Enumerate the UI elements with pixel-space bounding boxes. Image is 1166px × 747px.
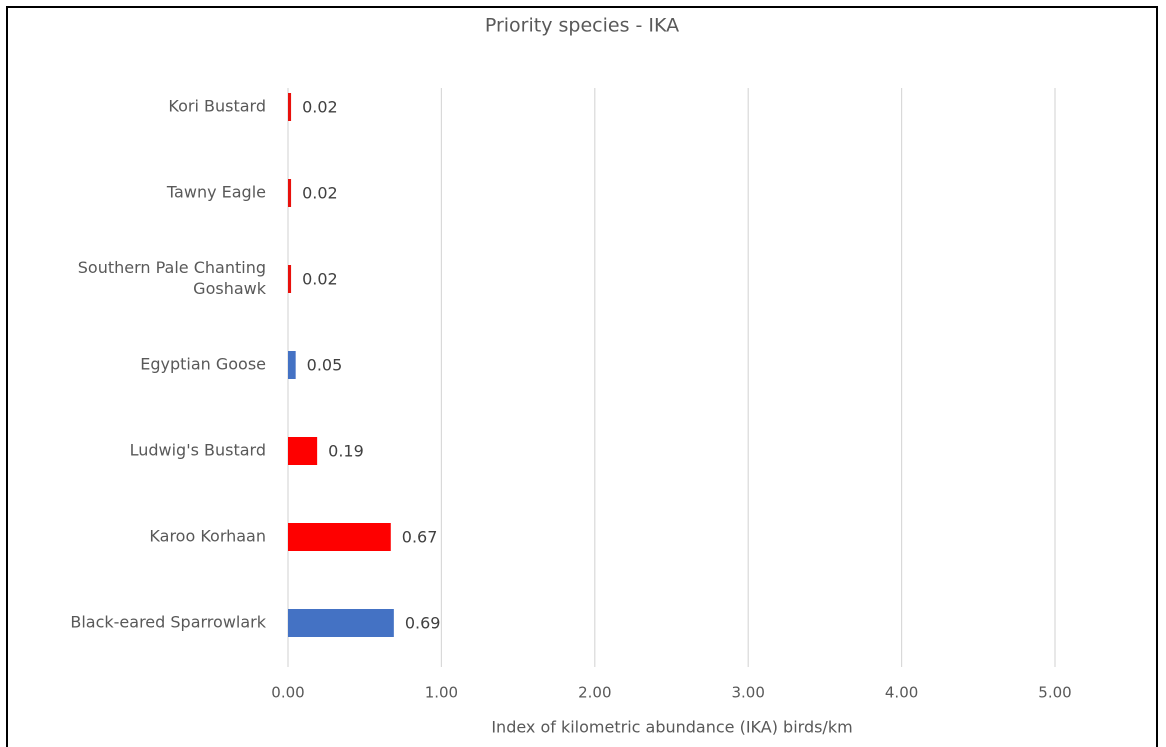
- data-label: 0.19: [328, 442, 364, 461]
- bar: [288, 351, 296, 379]
- bar: [288, 265, 292, 293]
- labels: 0.00 1.00 2.00 3.00 4.00 5.00 0.02 Kori Bustard…: [70, 97, 1071, 702]
- data-label: 0.05: [307, 356, 343, 375]
- category-label: Southern Pale Chanting: [78, 258, 266, 277]
- gridlines: [287, 88, 1056, 667]
- bar: [288, 609, 394, 637]
- data-label: 0.02: [302, 184, 338, 203]
- data-label: 0.02: [302, 270, 338, 289]
- data-label: 0.02: [302, 98, 338, 117]
- category-label: Goshawk: [193, 279, 267, 298]
- x-tick-label: 5.00: [1038, 684, 1071, 702]
- bar: [288, 93, 292, 121]
- category-label: Kori Bustard: [168, 97, 266, 116]
- x-tick-label: 3.00: [731, 684, 764, 702]
- data-label: 0.69: [405, 614, 441, 633]
- chart-frame: [6, 6, 1158, 747]
- x-tick-label: 1.00: [425, 684, 458, 702]
- data-label: 0.67: [402, 528, 438, 547]
- x-tick-label: 2.00: [578, 684, 611, 702]
- category-label: Black-eared Sparrowlark: [70, 613, 266, 632]
- bars: [288, 93, 394, 637]
- bar: [288, 179, 292, 207]
- category-label: Egyptian Goose: [140, 355, 266, 374]
- x-tick-label: 0.00: [271, 684, 304, 702]
- chart-title: Priority species - IKA: [485, 15, 679, 37]
- bar: [288, 523, 391, 551]
- bar: [288, 437, 318, 465]
- category-label: Karoo Korhaan: [149, 527, 266, 546]
- x-axis-title: Index of kilometric abundance (IKA) bird…: [491, 718, 852, 737]
- x-tick-label: 4.00: [885, 684, 918, 702]
- category-label: Ludwig's Bustard: [130, 441, 266, 460]
- category-label: Tawny Eagle: [166, 183, 266, 202]
